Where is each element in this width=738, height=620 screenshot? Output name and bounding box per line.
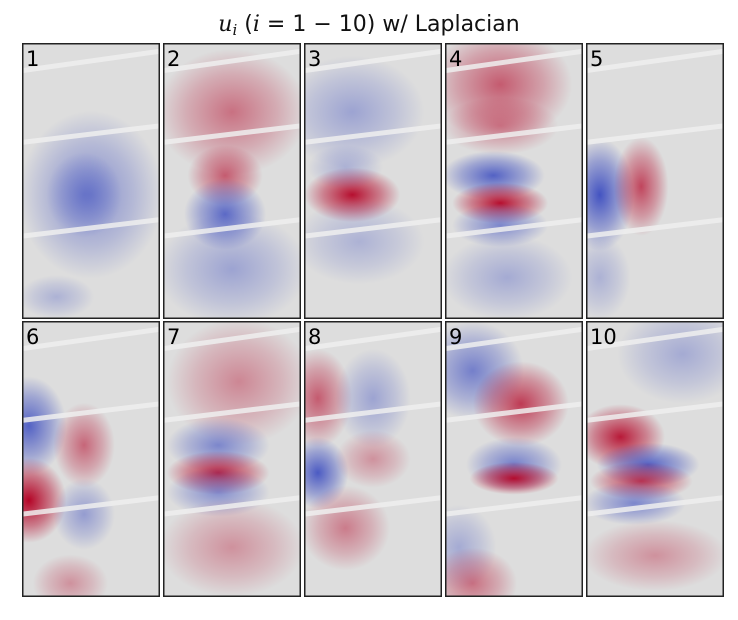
field-blob [586,481,686,525]
field-blob [335,430,411,488]
panel-10: 10 [586,321,724,597]
panel-frame [304,321,442,597]
field-blob [586,520,724,592]
structure-streak [445,495,583,517]
field-blob [163,213,301,319]
structure-streak [163,48,301,74]
title-close-paren: ) [366,12,376,37]
structure-streak [304,48,442,74]
field-blob [445,97,559,155]
structure-streak [304,217,442,239]
panel-8: 8 [304,321,442,597]
panel-3: 3 [304,43,442,319]
field-blob [32,554,108,597]
panel-frame [445,321,583,597]
field-blob [472,361,569,447]
panel-frame [22,43,160,319]
field-blob [445,547,518,597]
structure-streak [22,326,160,352]
title-var: u [218,12,233,37]
structure-streak [445,326,583,352]
panel-label-2: 2 [167,47,180,71]
field-blob [469,462,559,495]
structure-streak [586,217,724,239]
figure-title: ui (i = 1 − 10) w/ Laplacian [0,12,738,39]
field-blob [304,348,352,448]
panel-label-5: 5 [590,47,603,71]
title-open-paren: ( [244,12,253,37]
structure-streak [22,48,160,74]
structure-streak [445,123,583,145]
field-blob [163,497,301,597]
panel-frame [304,43,442,319]
field-blob [613,137,669,236]
field-blob [586,235,631,319]
panel-9: 9 [445,321,583,597]
structure-streak [163,326,301,352]
panel-label-1: 1 [26,47,39,71]
panel-label-8: 8 [308,325,321,349]
structure-streak [22,495,160,517]
structure-streak [586,123,724,145]
title-range: = 1 − 10 [259,12,367,37]
structure-streak [586,401,724,423]
structure-streak [304,401,442,423]
panel-frame [163,321,301,597]
structure-streak [586,326,724,352]
structure-streak [22,401,160,423]
field-blob [445,235,573,319]
structure-streak [22,123,160,145]
field-blob [22,275,95,319]
structure-streak [586,48,724,74]
panel-7: 7 [163,321,301,597]
panel-6: 6 [22,321,160,597]
panel-label-10: 10 [590,325,617,349]
structure-streak [445,401,583,423]
panel-label-3: 3 [308,47,321,71]
field-blob [304,199,425,285]
structure-streak [445,217,583,239]
structure-streak [163,495,301,517]
field-blob [53,478,115,550]
structure-streak [304,326,442,352]
field-blob [304,485,390,571]
panel-label-7: 7 [167,325,180,349]
panel-label-4: 4 [449,47,462,71]
structure-streak [163,401,301,423]
title-subscript: i [232,21,238,39]
field-blob [53,402,115,488]
panel-label-9: 9 [449,325,462,349]
structure-streak [445,48,583,74]
field-blob [335,348,411,448]
panel-frame [445,43,583,319]
panel-5: 5 [586,43,724,319]
structure-streak [163,123,301,145]
field-blob [452,203,549,247]
panel-frame [22,321,160,597]
title-index-var: i [252,12,260,37]
panel-frame [586,321,724,597]
panel-2: 2 [163,43,301,319]
structure-streak [586,495,724,517]
panel-frame [586,43,724,319]
panel-label-6: 6 [26,325,39,349]
field-blob [46,152,122,238]
structure-streak [304,495,442,517]
panel-4: 4 [445,43,583,319]
panel-1: 1 [22,43,160,319]
field-blob [307,145,383,189]
structure-streak [22,217,160,239]
title-rest: w/ Laplacian [375,12,520,37]
field-blob [163,48,301,176]
structure-streak [304,123,442,145]
structure-streak [163,217,301,239]
panel-frame [163,43,301,319]
